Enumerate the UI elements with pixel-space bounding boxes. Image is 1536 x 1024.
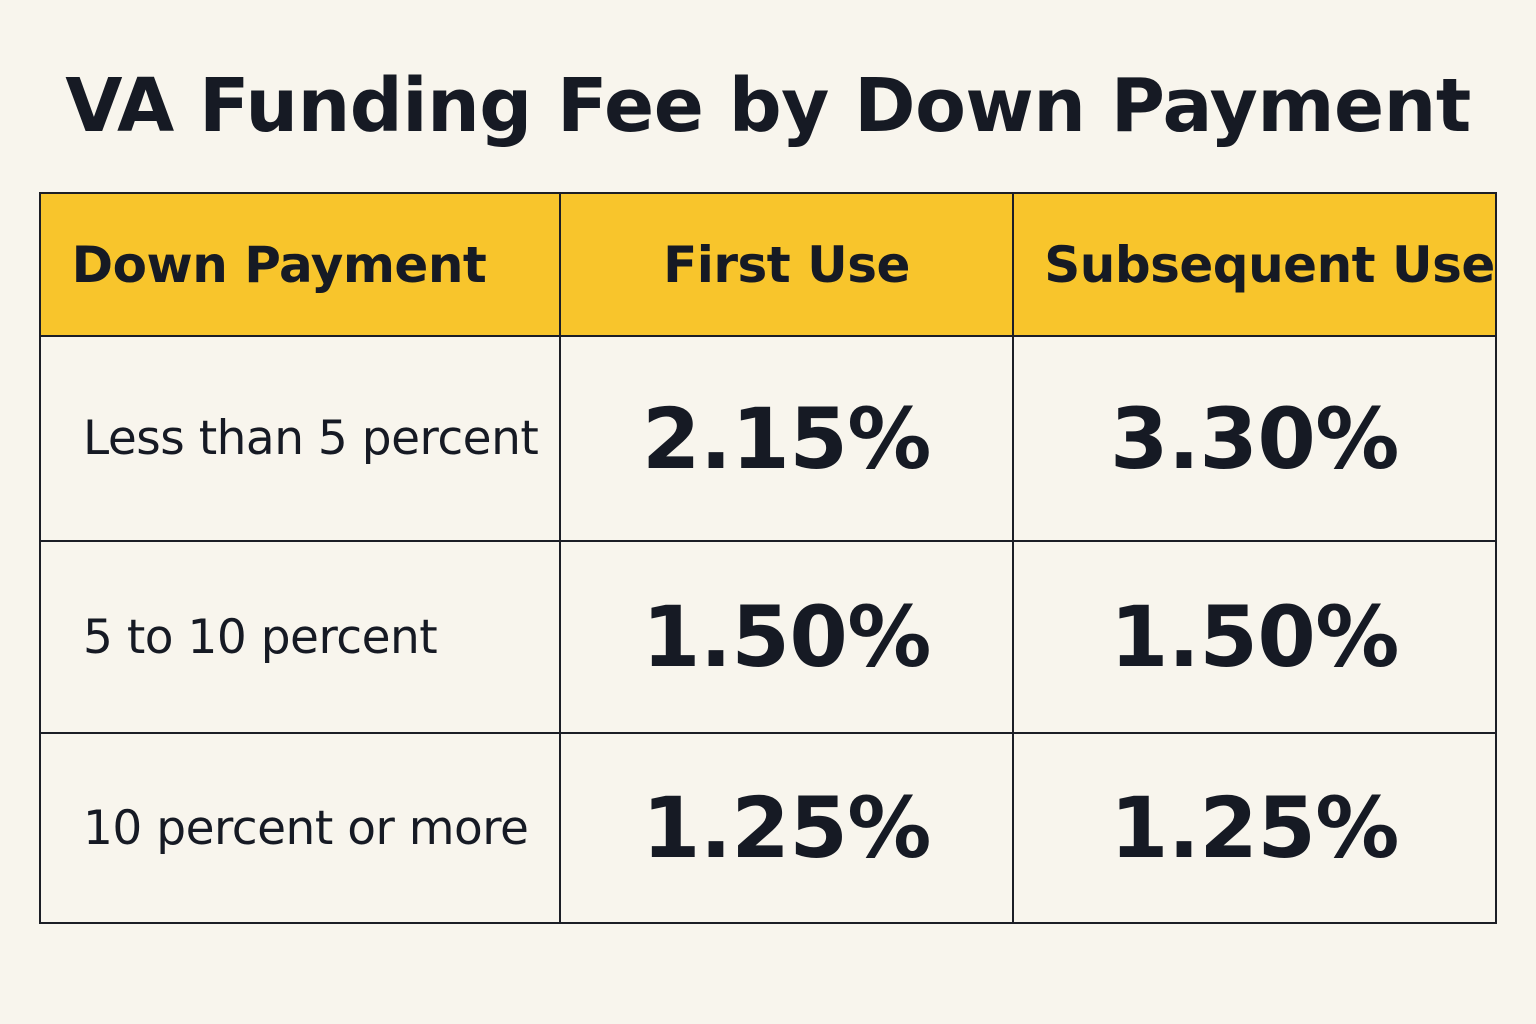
page-title: VA Funding Fee by Down Payment: [65, 63, 1471, 149]
down-payment-cell: 10 percent or more: [39, 732, 561, 924]
funding-fee-table: Down Payment First Use Subsequent Use Le…: [39, 192, 1497, 924]
header-first-use: First Use: [559, 192, 1014, 337]
table-row: Less than 5 percent 2.15% 3.30%: [39, 335, 1497, 542]
table-header-row: Down Payment First Use Subsequent Use: [39, 192, 1497, 337]
first-use-rate: 1.50%: [559, 540, 1014, 734]
subsequent-use-rate: 1.50%: [1012, 540, 1497, 734]
header-down-payment: Down Payment: [39, 192, 561, 337]
down-payment-cell: Less than 5 percent: [39, 335, 561, 542]
table-row: 5 to 10 percent 1.50% 1.50%: [39, 540, 1497, 734]
first-use-rate: 1.25%: [559, 732, 1014, 924]
table-row: 10 percent or more 1.25% 1.25%: [39, 732, 1497, 924]
down-payment-cell: 5 to 10 percent: [39, 540, 561, 734]
subsequent-use-rate: 3.30%: [1012, 335, 1497, 542]
header-subsequent-use: Subsequent Use: [1012, 192, 1497, 337]
subsequent-use-rate: 1.25%: [1012, 732, 1497, 924]
first-use-rate: 2.15%: [559, 335, 1014, 542]
